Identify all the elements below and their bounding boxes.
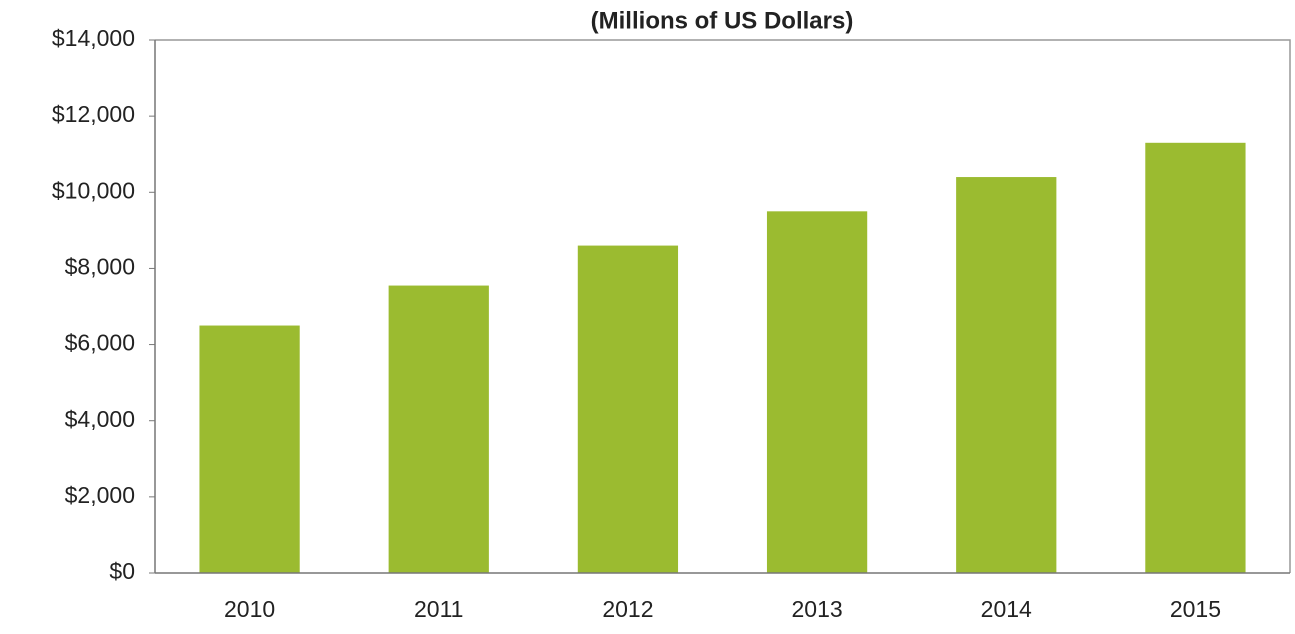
- x-tick-label: 2015: [1170, 596, 1221, 622]
- x-tick-label: 2012: [602, 596, 653, 622]
- plot-frame: [155, 39, 1291, 573]
- y-tick-label: $4,000: [65, 406, 135, 432]
- y-tick-label: $2,000: [65, 482, 135, 508]
- x-tick-label: 2014: [981, 596, 1032, 622]
- y-tick-label: $6,000: [65, 330, 135, 356]
- x-tick-label: 2010: [224, 596, 275, 622]
- bar: [1145, 142, 1246, 574]
- y-tick-label: $12,000: [52, 101, 135, 127]
- bar: [577, 245, 679, 574]
- x-tick-label: 2011: [414, 596, 463, 622]
- y-tick-label: $14,000: [52, 25, 135, 51]
- bar: [956, 177, 1057, 574]
- chart-title: (Millions of US Dollars): [591, 7, 854, 34]
- x-tick-label: 2013: [791, 596, 842, 622]
- bar: [388, 285, 489, 573]
- bar: [766, 211, 868, 574]
- y-tick-label: $10,000: [52, 177, 135, 203]
- bar: [199, 325, 300, 573]
- y-tick-label: $8,000: [65, 254, 135, 280]
- y-tick-label: $0: [109, 558, 135, 584]
